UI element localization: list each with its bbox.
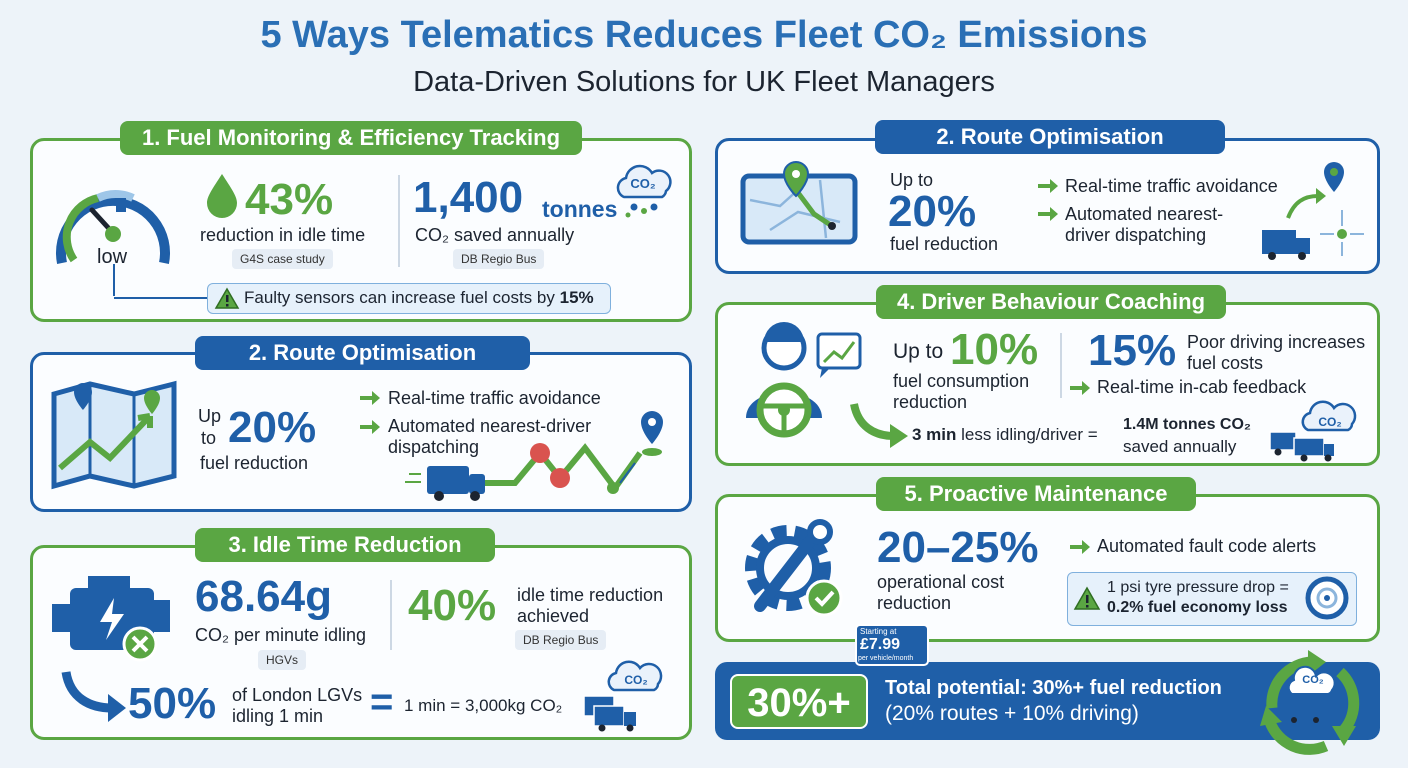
equation: 1 min = 3,000kg CO₂	[404, 696, 563, 715]
equation-bold: 3 min	[912, 425, 957, 444]
stat-value: 15%	[1088, 326, 1177, 375]
driver-panel	[715, 302, 1380, 466]
panel-title: 2. Route Optimisation	[875, 120, 1225, 154]
stat-label: reduction in idle time	[200, 225, 366, 245]
arrow	[1070, 381, 1090, 395]
stat-value: 43%	[245, 175, 334, 224]
price: £7.99	[860, 636, 901, 653]
gear-icon	[745, 519, 843, 617]
stat-value: 50%	[128, 679, 217, 728]
total-line: Total potential: 30%+ fuel reduction	[885, 677, 1222, 699]
stat-unit: tonnes	[542, 196, 618, 222]
bullet: Real-time traffic avoidance	[1065, 176, 1278, 196]
stat-label: fuel reduction	[890, 234, 999, 254]
stat-value: 40%	[408, 581, 497, 630]
arrow	[360, 391, 380, 405]
stat-label: CO₂ per minute idling	[195, 625, 367, 645]
equation-text: less idling/driver =	[961, 425, 1098, 444]
bullet: Automated nearest-driver dispatching	[388, 416, 592, 457]
stat-value: 10%	[950, 325, 1039, 374]
stat-value: 20%	[228, 403, 317, 452]
recycle-icon	[1260, 650, 1360, 755]
curved-arrow	[850, 403, 908, 448]
prefix: Up to	[893, 340, 944, 363]
equation-result: 1.4M tonnes CO₂	[1123, 416, 1252, 433]
equation: 3 min less idling/driver =	[912, 425, 1098, 445]
warning-highlight: 15%	[559, 288, 594, 307]
stat-label: fuel consumption reduction	[893, 371, 1030, 412]
source-chip: DB Regio Bus	[453, 249, 545, 269]
arrow	[360, 420, 380, 434]
total-line: (20% routes + 10% driving)	[885, 702, 1139, 725]
source-chip: DB Regio Bus	[515, 630, 607, 650]
warning-text: 1 psi tyre pressure drop =	[1107, 579, 1289, 596]
stat-value: 20–25%	[877, 523, 1039, 572]
source-chip: G4S case study	[232, 249, 333, 269]
route-illustration	[405, 411, 663, 501]
cloud-label: CO₂	[1302, 674, 1324, 686]
stat-label: CO₂ saved annually	[415, 225, 575, 245]
driver-icon	[746, 322, 862, 438]
arrow	[1038, 179, 1058, 193]
equals-sign: =	[370, 680, 394, 724]
source-chip: HGVs	[258, 650, 307, 670]
panel-title: 5. Proactive Maintenance	[876, 477, 1196, 511]
subtitle: Data-Driven Solutions for UK Fleet Manag…	[413, 66, 995, 98]
bullet: Real-time traffic avoidance	[388, 388, 601, 408]
arrow	[1038, 207, 1058, 221]
tyre-icon	[1305, 576, 1349, 620]
warning-box	[207, 283, 611, 314]
price-tag	[855, 624, 929, 666]
warning-text: Faulty sensors can increase fuel costs b…	[244, 288, 594, 308]
panel-title: 3. Idle Time Reduction	[195, 528, 495, 562]
divider	[398, 175, 400, 267]
panel-title: 4. Driver Behaviour Coaching	[876, 285, 1226, 319]
title: 5 Ways Telematics Reduces Fleet CO₂ Emis…	[260, 14, 1148, 56]
stat-value: 68.64g	[195, 572, 332, 621]
stat-label: fuel reduction	[200, 453, 309, 473]
nav-icon	[740, 161, 858, 245]
prefix: Up	[198, 406, 222, 426]
warning-text: Faulty sensors can increase fuel costs b…	[244, 288, 555, 307]
gauge-label: low	[97, 246, 128, 268]
curved-arrow	[61, 671, 126, 722]
arrow	[1070, 540, 1090, 554]
prefix: to	[201, 428, 217, 448]
engine-icon	[52, 576, 170, 662]
stat-label: Poor driving increases fuel costs	[1187, 332, 1366, 373]
trucks-icon	[1269, 400, 1357, 462]
divider	[390, 580, 392, 650]
price-intro: Starting at	[860, 627, 897, 636]
stat-label: of London LGVs idling 1 min	[232, 685, 363, 726]
equation-result: saved annually	[1123, 437, 1237, 456]
dispatch-icon	[1262, 162, 1364, 260]
bullet: Automated fault code alerts	[1097, 536, 1317, 556]
trucks-icon	[583, 660, 663, 732]
bullet: Automated nearest-driver dispatching	[1065, 204, 1224, 245]
stat-label: operational cost reduction	[877, 572, 1005, 613]
divider	[1060, 333, 1062, 398]
cloud-label: CO₂	[1318, 415, 1342, 429]
price-unit: per vehicle/month	[858, 655, 914, 662]
stat-value: 20%	[888, 187, 977, 236]
connector	[114, 297, 208, 299]
gauge-icon	[56, 190, 170, 296]
drop-icon	[207, 174, 237, 218]
cloud-label: CO₂	[630, 176, 656, 191]
cloud-icon	[616, 164, 672, 218]
total-badge: 30%+	[730, 674, 868, 729]
prefix: Up to	[890, 170, 934, 190]
warning-icon	[1073, 586, 1101, 610]
stat-label: idle time reduction achieved	[517, 585, 664, 626]
warning-icon	[214, 287, 240, 309]
cloud-label: CO₂	[624, 673, 648, 687]
map-icon	[51, 380, 177, 490]
panel-title: 2. Route Optimisation	[195, 336, 530, 370]
bullet: Real-time in-cab feedback	[1097, 377, 1307, 397]
warning-highlight: 0.2% fuel economy loss	[1107, 599, 1288, 616]
panel-title: 1. Fuel Monitoring & Efficiency Tracking	[120, 121, 582, 155]
stat-value: 1,400	[413, 173, 524, 222]
